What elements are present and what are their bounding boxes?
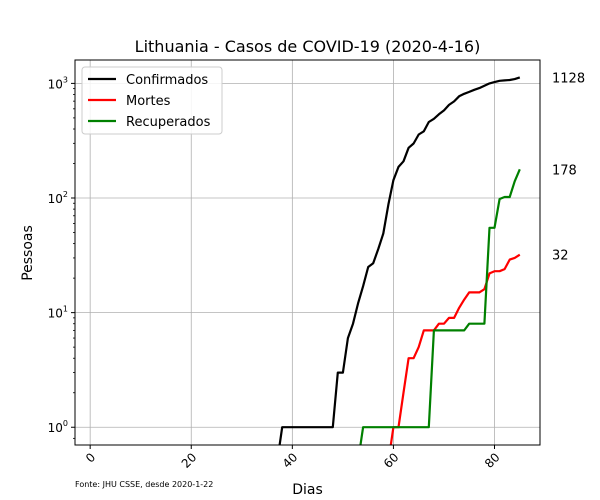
plot-frame <box>74 59 541 446</box>
final-value-label: 178 <box>552 163 577 178</box>
series-lines <box>278 76 521 445</box>
legend: Confirmados Mortes Recuperados <box>81 66 223 135</box>
y-tick-exponent: 2 <box>63 190 68 199</box>
chart-title: Lithuania - Casos de COVID-19 (2020-4-16… <box>135 37 481 56</box>
y-tick-exponent: 3 <box>63 75 68 84</box>
y-axis-label: Pessoas <box>20 225 36 281</box>
y-tick-base: 10 <box>48 192 63 206</box>
y-tick-label: 101 <box>48 305 68 321</box>
series-line-mortes <box>389 253 521 445</box>
y-tick-exponent: 1 <box>63 305 68 314</box>
legend-label: Confirmados <box>126 73 208 88</box>
y-tick-exponent: 0 <box>63 419 68 428</box>
series-line-confirmados <box>278 76 521 445</box>
x-axis-label: Dias <box>292 482 323 498</box>
final-value-label: 1128 <box>552 71 585 86</box>
final-value-labels: 1128 32 178 <box>552 71 585 263</box>
y-tick-label: 100 <box>48 419 68 435</box>
y-tick-base: 10 <box>48 307 63 321</box>
legend-label: Recuperados <box>126 115 211 130</box>
source-note: Fonte: JHU CSSE, desde 2020-1-22 <box>75 480 213 489</box>
y-tick-base: 10 <box>48 77 63 91</box>
series-line-recuperados <box>359 168 521 445</box>
y-tick-base: 10 <box>48 421 63 435</box>
final-value-label: 32 <box>552 249 569 264</box>
legend-label: Mortes <box>126 94 171 109</box>
y-tick-label: 102 <box>48 190 68 206</box>
legend-box <box>81 66 223 135</box>
y-tick-label: 103 <box>48 75 68 91</box>
